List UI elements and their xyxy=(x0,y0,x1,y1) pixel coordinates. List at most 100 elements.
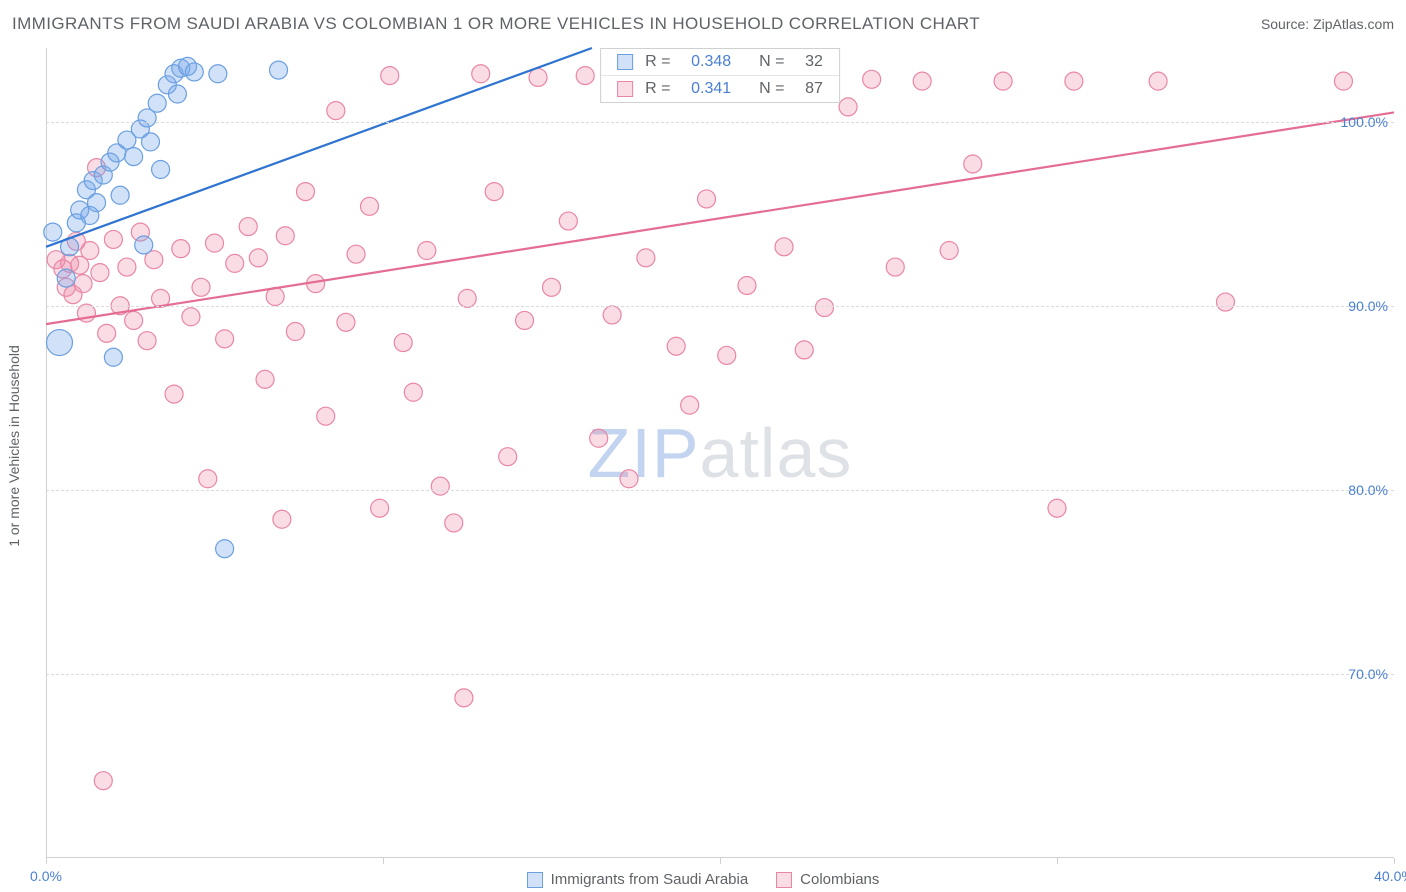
n-label: N = xyxy=(759,80,793,98)
scatter-point-colombian xyxy=(1048,499,1066,517)
chart-header: IMMIGRANTS FROM SAUDI ARABIA VS COLOMBIA… xyxy=(0,0,1406,48)
scatter-point-colombian xyxy=(206,234,224,252)
correlation-legend: R = 0.348 N = 32 R = 0.341 N = 87 xyxy=(600,48,840,103)
n-value-colombian: 87 xyxy=(805,80,823,98)
r-value-colombian: 0.341 xyxy=(691,80,747,98)
scatter-point-colombian xyxy=(964,155,982,173)
scatter-point-colombian xyxy=(775,238,793,256)
scatter-svg xyxy=(46,48,1394,858)
scatter-point-colombian xyxy=(418,242,436,260)
scatter-point-saudi xyxy=(148,94,166,112)
scatter-point-saudi xyxy=(125,148,143,166)
gridline-h xyxy=(46,306,1394,307)
source-name: ZipAtlas.com xyxy=(1313,16,1394,32)
scatter-point-colombian xyxy=(256,370,274,388)
scatter-point-colombian xyxy=(317,407,335,425)
scatter-point-colombian xyxy=(886,258,904,276)
scatter-point-colombian xyxy=(559,212,577,230)
scatter-point-saudi xyxy=(44,223,62,241)
x-tick xyxy=(1394,858,1395,864)
scatter-point-colombian xyxy=(472,65,490,83)
scatter-point-colombian xyxy=(839,98,857,116)
scatter-point-colombian xyxy=(698,190,716,208)
scatter-point-colombian xyxy=(381,67,399,85)
scatter-point-colombian xyxy=(815,299,833,317)
scatter-point-colombian xyxy=(361,197,379,215)
scatter-point-colombian xyxy=(276,227,294,245)
legend-row-saudi: R = 0.348 N = 32 xyxy=(601,49,839,75)
y-tick-label: 90.0% xyxy=(1348,298,1388,314)
scatter-point-colombian xyxy=(529,68,547,86)
scatter-point-colombian xyxy=(371,499,389,517)
x-tick xyxy=(1057,858,1058,864)
scatter-point-colombian xyxy=(445,514,463,532)
scatter-point-colombian xyxy=(394,334,412,352)
gridline-h xyxy=(46,674,1394,675)
scatter-point-colombian xyxy=(94,772,112,790)
scatter-point-colombian xyxy=(1065,72,1083,90)
scatter-point-colombian xyxy=(216,330,234,348)
scatter-point-colombian xyxy=(249,249,267,267)
source-attribution: Source: ZipAtlas.com xyxy=(1261,16,1394,32)
legend-item-colombian: Colombians xyxy=(776,871,879,888)
scatter-point-saudi xyxy=(104,348,122,366)
scatter-point-colombian xyxy=(182,308,200,326)
scatter-point-colombian xyxy=(81,242,99,260)
r-value-saudi: 0.348 xyxy=(691,53,747,71)
scatter-point-colombian xyxy=(940,242,958,260)
gridline-h xyxy=(46,122,1394,123)
y-tick-label: 80.0% xyxy=(1348,482,1388,498)
scatter-point-colombian xyxy=(431,477,449,495)
r-label: R = xyxy=(645,53,679,71)
scatter-point-saudi xyxy=(270,61,288,79)
scatter-point-colombian xyxy=(637,249,655,267)
scatter-point-colombian xyxy=(485,183,503,201)
y-tick-label: 70.0% xyxy=(1348,666,1388,682)
series-legend: Immigrants from Saudi Arabia Colombians xyxy=(0,871,1406,888)
scatter-point-colombian xyxy=(718,346,736,364)
swatch-colombian-bottom xyxy=(776,872,792,888)
scatter-point-saudi xyxy=(135,236,153,254)
scatter-point-colombian xyxy=(543,278,561,296)
scatter-point-colombian xyxy=(104,230,122,248)
scatter-point-colombian xyxy=(1149,72,1167,90)
scatter-point-colombian xyxy=(1217,293,1235,311)
scatter-point-colombian xyxy=(273,510,291,528)
y-axis-label: 1 or more Vehicles in Household xyxy=(6,345,22,547)
scatter-point-colombian xyxy=(286,323,304,341)
scatter-point-colombian xyxy=(327,102,345,120)
plot-area: ZIPatlas R = 0.348 N = 32 R = 0.341 N = … xyxy=(46,48,1394,858)
swatch-saudi xyxy=(617,54,633,70)
legend-row-colombian: R = 0.341 N = 87 xyxy=(601,75,839,102)
scatter-point-colombian xyxy=(863,70,881,88)
scatter-point-saudi xyxy=(168,85,186,103)
scatter-point-colombian xyxy=(738,276,756,294)
scatter-point-colombian xyxy=(576,67,594,85)
scatter-point-colombian xyxy=(165,385,183,403)
scatter-point-colombian xyxy=(192,278,210,296)
scatter-point-colombian xyxy=(455,689,473,707)
legend-label-saudi: Immigrants from Saudi Arabia xyxy=(551,871,749,888)
scatter-point-colombian xyxy=(603,306,621,324)
scatter-point-colombian xyxy=(667,337,685,355)
scatter-point-colombian xyxy=(199,470,217,488)
chart-title: IMMIGRANTS FROM SAUDI ARABIA VS COLOMBIA… xyxy=(12,14,980,34)
scatter-point-colombian xyxy=(138,332,156,350)
scatter-point-colombian xyxy=(125,311,143,329)
scatter-point-colombian xyxy=(620,470,638,488)
x-tick xyxy=(720,858,721,864)
scatter-point-colombian xyxy=(74,275,92,293)
scatter-point-colombian xyxy=(118,258,136,276)
scatter-point-colombian xyxy=(404,383,422,401)
scatter-point-colombian xyxy=(458,289,476,307)
x-tick xyxy=(46,858,47,864)
r-label: R = xyxy=(645,80,679,98)
n-label: N = xyxy=(759,53,793,71)
scatter-point-saudi xyxy=(216,540,234,558)
scatter-point-saudi xyxy=(111,186,129,204)
gridline-h xyxy=(46,490,1394,491)
scatter-point-colombian xyxy=(516,311,534,329)
scatter-point-colombian xyxy=(994,72,1012,90)
x-tick xyxy=(383,858,384,864)
scatter-point-colombian xyxy=(226,254,244,272)
